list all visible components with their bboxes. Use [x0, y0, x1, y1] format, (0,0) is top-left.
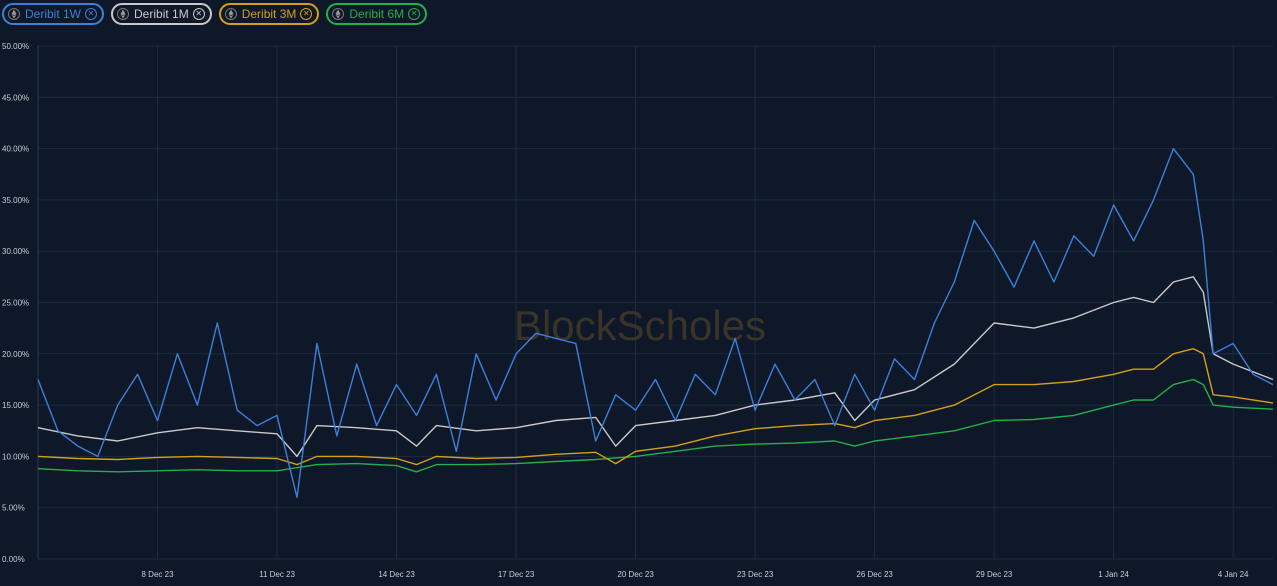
x-tick-label: 26 Dec 23 [856, 570, 893, 579]
legend-label: Deribit 3M [241, 7, 297, 21]
ethereum-icon [332, 8, 345, 20]
y-tick-label: 35.00% [2, 196, 29, 205]
x-tick-label: 23 Dec 23 [737, 570, 774, 579]
series-line-deribit-3m [37, 348, 1274, 466]
y-tick-label: 10.00% [2, 452, 29, 461]
series-line-deribit-1w [37, 147, 1274, 499]
legend-chip-deribit-3m[interactable]: Deribit 3M ✕ [218, 3, 320, 25]
legend: Deribit 1W ✕ Deribit 1M ✕ Deribit 3M ✕ Deribit… [2, 3, 428, 25]
legend-label: Deribit 6M [349, 7, 405, 21]
y-tick-label: 30.00% [2, 247, 29, 256]
series-line-deribit-1m [37, 276, 1274, 458]
y-tick-label: 50.00% [2, 42, 29, 51]
remove-series-icon[interactable]: ✕ [192, 8, 205, 20]
x-tick-label: 1 Jan 24 [1098, 570, 1129, 579]
y-tick-label: 15.00% [2, 401, 29, 410]
legend-chip-deribit-1m[interactable]: Deribit 1M ✕ [111, 3, 212, 25]
y-tick-label: 40.00% [2, 145, 29, 154]
y-tick-label: 25.00% [2, 299, 29, 308]
remove-series-icon[interactable]: ✕ [408, 8, 421, 20]
x-tick-label: 14 Dec 23 [378, 570, 415, 579]
y-tick-label: 20.00% [2, 350, 29, 359]
remove-series-icon[interactable]: ✕ [300, 8, 313, 20]
y-tick-label: 0.00% [2, 555, 25, 564]
x-tick-label: 29 Dec 23 [976, 570, 1013, 579]
legend-chip-deribit-6m[interactable]: Deribit 6M ✕ [326, 3, 428, 25]
y-tick-label: 45.00% [2, 93, 29, 102]
watermark-text: BlockScholes [514, 302, 766, 349]
legend-label: Deribit 1W [25, 7, 82, 21]
remove-series-icon[interactable]: ✕ [85, 8, 98, 20]
x-tick-label: 17 Dec 23 [498, 570, 535, 579]
x-tick-label: 8 Dec 23 [142, 570, 175, 579]
x-axis: 8 Dec 23 11 Dec 23 14 Dec 23 17 Dec 23 20 De… [142, 570, 1250, 579]
ethereum-icon [8, 8, 20, 20]
x-tick-label: 20 Dec 23 [617, 570, 654, 579]
x-tick-label: 4 Jan 24 [1218, 570, 1249, 579]
series-line-deribit-6m [37, 378, 1274, 473]
ethereum-icon [224, 8, 237, 20]
x-tick-label: 11 Dec 23 [259, 570, 295, 579]
grid [37, 45, 1273, 560]
series-lines [37, 147, 1274, 499]
ethereum-icon [117, 8, 130, 20]
y-tick-label: 5.00% [2, 504, 25, 513]
legend-chip-deribit-1w[interactable]: Deribit 1W ✕ [2, 3, 105, 25]
legend-label: Deribit 1M [134, 7, 189, 21]
y-axis: 0.00% 5.00% 10.00% 15.00% 20.00% 25.00% 30.00%… [2, 42, 29, 564]
